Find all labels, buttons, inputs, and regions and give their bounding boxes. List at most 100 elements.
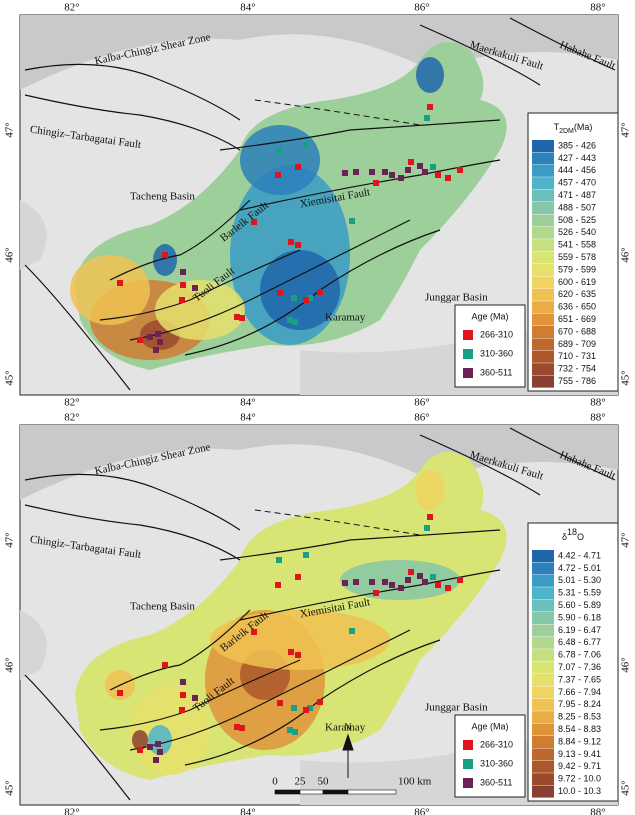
legend-range: 5.31 - 5.59 xyxy=(558,588,601,598)
legend-range: 559 - 578 xyxy=(558,252,596,262)
age-swatch xyxy=(463,330,473,340)
sample-point xyxy=(422,169,428,175)
fault-line xyxy=(219,529,501,561)
legend-range: 600 - 619 xyxy=(558,277,596,287)
sample-point xyxy=(435,582,441,588)
legend-title: δ18O xyxy=(562,527,584,542)
lat-label: 46° xyxy=(620,657,632,672)
sample-point xyxy=(162,252,168,258)
legend-title-unit: O xyxy=(577,532,584,542)
legend-swatch xyxy=(532,140,554,152)
legend-swatch xyxy=(532,674,554,686)
sample-point xyxy=(303,552,309,558)
age-label: 360-511 xyxy=(480,777,512,787)
legend-range: 636 - 650 xyxy=(558,302,596,312)
contour-blob xyxy=(148,725,172,755)
legend-swatch xyxy=(532,338,554,351)
fault-line xyxy=(24,264,131,391)
legend-range: 5.90 - 6.18 xyxy=(558,612,601,622)
fault-line xyxy=(239,569,501,621)
legend-swatch xyxy=(532,301,554,314)
lat-label: 45° xyxy=(620,780,632,795)
legend-range: 6.48 - 6.77 xyxy=(558,637,601,647)
legend-title-unit: (Ma) xyxy=(574,122,593,132)
place-label: Tacheng Basin xyxy=(130,191,195,203)
lon-label: 88° xyxy=(590,397,605,409)
sample-point xyxy=(307,705,313,711)
legend-title: T2DM(Ma) xyxy=(554,122,593,134)
legend-range: 4.72 - 5.01 xyxy=(558,563,601,573)
sample-point xyxy=(117,280,123,286)
sample-point xyxy=(180,282,186,288)
sample-point xyxy=(277,290,283,296)
contour-blob xyxy=(153,244,177,276)
contour-blob xyxy=(130,685,210,775)
sample-point xyxy=(342,170,348,176)
fault-line xyxy=(239,159,501,211)
legend-swatch xyxy=(532,723,554,736)
legend-title-main: T xyxy=(554,122,560,132)
scale-label: 100 km xyxy=(398,776,432,788)
sample-point xyxy=(405,167,411,173)
legend-swatch xyxy=(532,574,554,587)
fault-line xyxy=(99,249,301,321)
sample-point xyxy=(303,297,309,303)
fault-line xyxy=(24,504,241,561)
sample-point xyxy=(457,167,463,173)
legend-swatch xyxy=(532,550,554,562)
lon-label: 82° xyxy=(64,397,79,409)
age-legend: Age (Ma) 266-310 310-360 360-511 xyxy=(454,714,526,798)
legend-swatch xyxy=(532,698,554,711)
legend-range: 4.42 - 4.71 xyxy=(558,550,601,560)
legend-swatch xyxy=(532,189,554,202)
legend-range: 7.95 - 8.24 xyxy=(558,699,601,709)
sample-point xyxy=(408,569,414,575)
legend-title-main: δ xyxy=(562,532,567,542)
sample-point xyxy=(234,314,240,320)
sample-point xyxy=(445,175,451,181)
sample-point xyxy=(295,164,301,170)
sample-point xyxy=(239,725,245,731)
place-label: Junggar Basin xyxy=(425,292,488,304)
relief xyxy=(20,425,618,500)
contour-blob xyxy=(210,610,390,670)
lat-label: 47° xyxy=(4,532,16,547)
sample-point xyxy=(137,337,143,343)
lat-label: 46° xyxy=(4,247,16,262)
lat-label: 45° xyxy=(4,780,16,795)
contour-blob xyxy=(416,57,444,93)
range-legend: δ18O 4.42 - 4.71 4.72 - 5.01 5.01 - 5.30 5.3… xyxy=(527,522,619,802)
age-swatch xyxy=(463,759,473,769)
sample-point xyxy=(287,317,293,323)
lon-label: 84° xyxy=(240,2,255,14)
lat-label: 45° xyxy=(4,370,16,385)
scale-segment xyxy=(274,789,301,795)
legend-range: 710 - 731 xyxy=(558,351,596,361)
sample-point xyxy=(157,339,163,345)
legend-range: 651 - 669 xyxy=(558,314,596,324)
sample-point xyxy=(288,649,294,655)
age-label: 266-310 xyxy=(480,739,513,749)
scale-label: 0 xyxy=(272,776,278,788)
sample-point xyxy=(307,295,313,301)
legend-range: 526 - 540 xyxy=(558,227,596,237)
sample-point xyxy=(147,334,153,340)
sample-point xyxy=(287,727,293,733)
sample-point xyxy=(369,579,375,585)
sample-point xyxy=(291,705,297,711)
map-panel: Kalba-Chingiz Shear Zone Maerkakuli Fault… xyxy=(4,412,632,815)
legend-swatch xyxy=(532,599,554,612)
legend-range: 9.13 - 9.41 xyxy=(558,749,601,759)
sample-point xyxy=(288,239,294,245)
contour-blob xyxy=(132,730,148,750)
sample-point xyxy=(180,679,186,685)
sample-point xyxy=(389,582,395,588)
legend-range: 444 - 456 xyxy=(558,165,596,175)
legend-title-sup: 18 xyxy=(567,527,577,537)
legend-range: 6.78 - 7.06 xyxy=(558,650,601,660)
legend-swatch xyxy=(532,748,554,761)
legend-swatch xyxy=(532,612,554,624)
age-swatch xyxy=(463,368,473,378)
legend-swatch xyxy=(532,152,554,165)
legend-swatch xyxy=(532,226,554,239)
